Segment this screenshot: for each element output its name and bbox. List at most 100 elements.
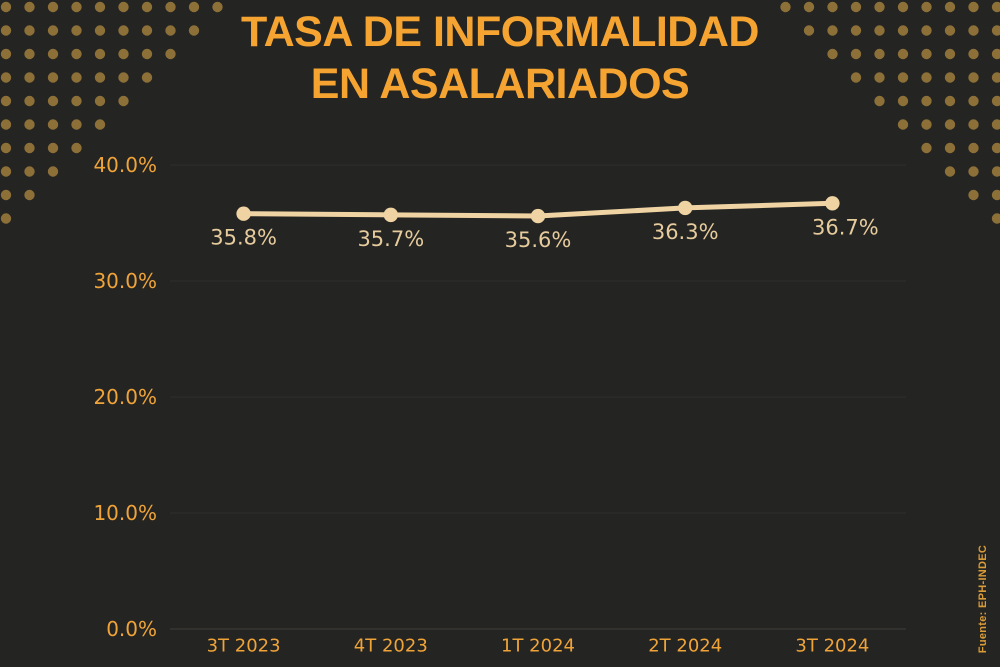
decor-dot	[874, 48, 885, 60]
decor-dot	[944, 1, 956, 13]
decor-dot	[968, 142, 979, 154]
decor-dot	[24, 119, 35, 130]
decor-dot	[118, 95, 129, 107]
decor-dot	[24, 189, 35, 201]
decor-dot	[47, 119, 59, 130]
decor-dot	[921, 25, 932, 36]
decor-dot	[141, 1, 153, 13]
decor-dot	[944, 95, 956, 107]
decor-dot	[827, 1, 838, 13]
corner-dots-right	[780, 1, 1000, 224]
x-tick-label: 4T 2023	[354, 636, 428, 657]
decor-dot	[968, 189, 979, 201]
decor-dot	[968, 72, 979, 83]
decor-dot	[94, 95, 106, 107]
decor-dot	[94, 25, 106, 36]
decor-dot	[24, 166, 35, 177]
decor-dot	[921, 72, 932, 83]
decor-dot	[141, 48, 153, 60]
decor-dot	[991, 166, 1000, 177]
x-axis-labels: 3T 2023 4T 2023 1T 2024 2T 2024 3T 2024	[207, 636, 870, 657]
decor-dot	[921, 119, 932, 130]
decor-dot	[991, 25, 1000, 36]
decor-dot	[188, 1, 200, 13]
decor-dot	[94, 1, 106, 13]
decor-dot	[897, 72, 909, 83]
decor-dot	[47, 72, 59, 83]
decor-dot	[897, 95, 909, 107]
data-series	[236, 196, 840, 224]
decor-dot	[0, 48, 12, 60]
decor-dot	[71, 142, 82, 154]
y-axis-labels: 0.0% 10.0% 20.0% 30.0% 40.0%	[93, 153, 157, 641]
decor-dot	[968, 95, 979, 107]
value-labels: 35.8% 35.7% 35.6% 36.3% 36.7%	[210, 215, 879, 252]
decor-dot	[991, 189, 1000, 201]
decor-dot	[944, 72, 956, 83]
decor-dot	[71, 119, 82, 130]
chart-title-line2: EN ASALARIADOS	[310, 60, 690, 108]
decor-dot	[118, 48, 129, 60]
x-tick-label: 1T 2024	[501, 636, 575, 657]
decor-dot	[850, 1, 862, 13]
decor-dot	[991, 213, 1000, 224]
data-point	[236, 206, 251, 221]
decor-dot	[944, 119, 956, 130]
decor-dot	[850, 25, 862, 36]
decor-dot	[0, 166, 12, 177]
value-label: 35.8%	[210, 226, 277, 250]
decor-dot	[118, 72, 129, 83]
decor-dot	[944, 142, 956, 154]
chart-title-line1: TASA DE INFORMALIDAD	[241, 8, 759, 56]
source-credit: Fuente: EPH-INDEC	[977, 544, 989, 654]
decor-dot	[24, 48, 35, 60]
decor-dot	[803, 1, 815, 13]
decor-dot	[780, 1, 791, 13]
decor-dot	[118, 1, 129, 13]
decor-dot	[0, 213, 12, 224]
decor-dot	[991, 142, 1000, 154]
decor-dot	[897, 1, 909, 13]
decor-dot	[165, 25, 176, 36]
decor-dot	[921, 142, 932, 154]
decor-dot	[850, 72, 862, 83]
decor-dot	[968, 166, 979, 177]
decor-dot	[24, 1, 35, 13]
decor-dot	[897, 25, 909, 36]
decor-dot	[827, 25, 838, 36]
decor-dot	[71, 1, 82, 13]
decor-dot	[991, 48, 1000, 60]
decor-dot	[827, 48, 838, 60]
decor-dot	[944, 166, 956, 177]
x-tick-label: 2T 2024	[648, 636, 722, 657]
decor-dot	[968, 25, 979, 36]
decor-dot	[897, 119, 909, 130]
decor-dot	[874, 1, 885, 13]
decor-dot	[71, 25, 82, 36]
value-label: 36.7%	[812, 215, 879, 239]
decor-dot	[897, 48, 909, 60]
decor-dot	[968, 48, 979, 60]
decor-dot	[874, 72, 885, 83]
decor-dot	[71, 72, 82, 83]
decor-dot	[0, 1, 12, 13]
data-point	[825, 196, 840, 211]
decor-dot	[165, 48, 176, 60]
decor-dot	[803, 25, 815, 36]
y-tick-label: 20.0%	[93, 385, 157, 409]
decor-dot	[118, 25, 129, 36]
decor-dot	[24, 72, 35, 83]
decor-dot	[0, 25, 12, 36]
decor-dot	[921, 1, 932, 13]
decor-dot	[968, 119, 979, 130]
chart-title: TASA DE INFORMALIDAD EN ASALARIADOS	[0, 6, 1000, 110]
y-tick-label: 0.0%	[106, 617, 157, 641]
data-point	[530, 208, 546, 224]
decor-dot	[0, 119, 12, 130]
decor-dot	[991, 1, 1000, 13]
decor-dot	[94, 72, 106, 83]
decor-dot	[141, 25, 153, 36]
decor-dot	[0, 142, 12, 154]
